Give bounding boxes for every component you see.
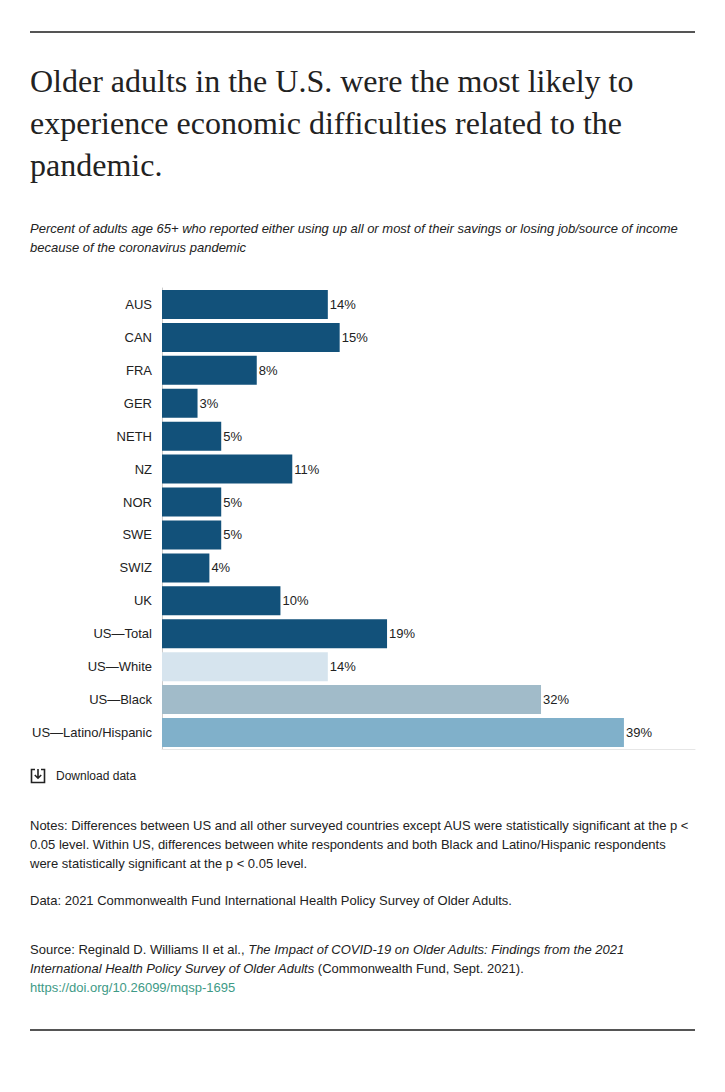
svg-text:UK: UK xyxy=(134,593,152,608)
html-text:Download data: Download data xyxy=(56,769,137,783)
svg-text:4%: 4% xyxy=(211,560,230,575)
svg-text:US—Latino/Hispanic: US—Latino/Hispanic xyxy=(32,725,152,740)
svg-text:32%: 32% xyxy=(543,692,569,707)
html-text:Data: 2021 Commonwealth Fund I: Data: 2021 Commonwealth Fund Internation… xyxy=(30,893,512,908)
svg-text:NOR: NOR xyxy=(123,495,152,510)
svg-text:8%: 8% xyxy=(259,363,278,378)
svg-text:14%: 14% xyxy=(330,297,356,312)
svg-text:10%: 10% xyxy=(282,593,308,608)
html-text:Source: Reginald D. Williams I: Source: Reginald D. Williams II et al., … xyxy=(30,942,625,976)
svg-text:NETH: NETH xyxy=(117,429,152,444)
svg-text:AUS: AUS xyxy=(125,297,152,312)
html-text:Older adults in the U.S. were: Older adults in the U.S. were the most l… xyxy=(30,63,634,183)
svg-text:SWE: SWE xyxy=(122,527,152,542)
svg-text:5%: 5% xyxy=(223,527,242,542)
svg-text:15%: 15% xyxy=(342,330,368,345)
html-text:Percent of adults age 65+ who: Percent of adults age 65+ who reported e… xyxy=(30,221,678,255)
svg-text:US—Black: US—Black xyxy=(89,692,152,707)
svg-text:FRA: FRA xyxy=(126,363,152,378)
svg-text:14%: 14% xyxy=(330,659,356,674)
svg-text:US—White: US—White xyxy=(88,659,152,674)
svg-text:CAN: CAN xyxy=(125,330,152,345)
svg-text:5%: 5% xyxy=(223,495,242,510)
svg-text:5%: 5% xyxy=(223,429,242,444)
svg-text:NZ: NZ xyxy=(135,462,152,477)
svg-text:US—Total: US—Total xyxy=(93,626,152,641)
svg-text:GER: GER xyxy=(124,396,152,411)
html-text:https://doi.org/10.26099/mqsp-: https://doi.org/10.26099/mqsp-1695 xyxy=(30,980,236,995)
html-text:Notes: Differences between US: Notes: Differences between US and all ot… xyxy=(30,818,689,871)
svg-text:SWIZ: SWIZ xyxy=(120,560,153,575)
svg-text:39%: 39% xyxy=(626,725,652,740)
svg-text:11%: 11% xyxy=(294,462,319,477)
svg-text:3%: 3% xyxy=(200,396,219,411)
svg-text:19%: 19% xyxy=(389,626,415,641)
